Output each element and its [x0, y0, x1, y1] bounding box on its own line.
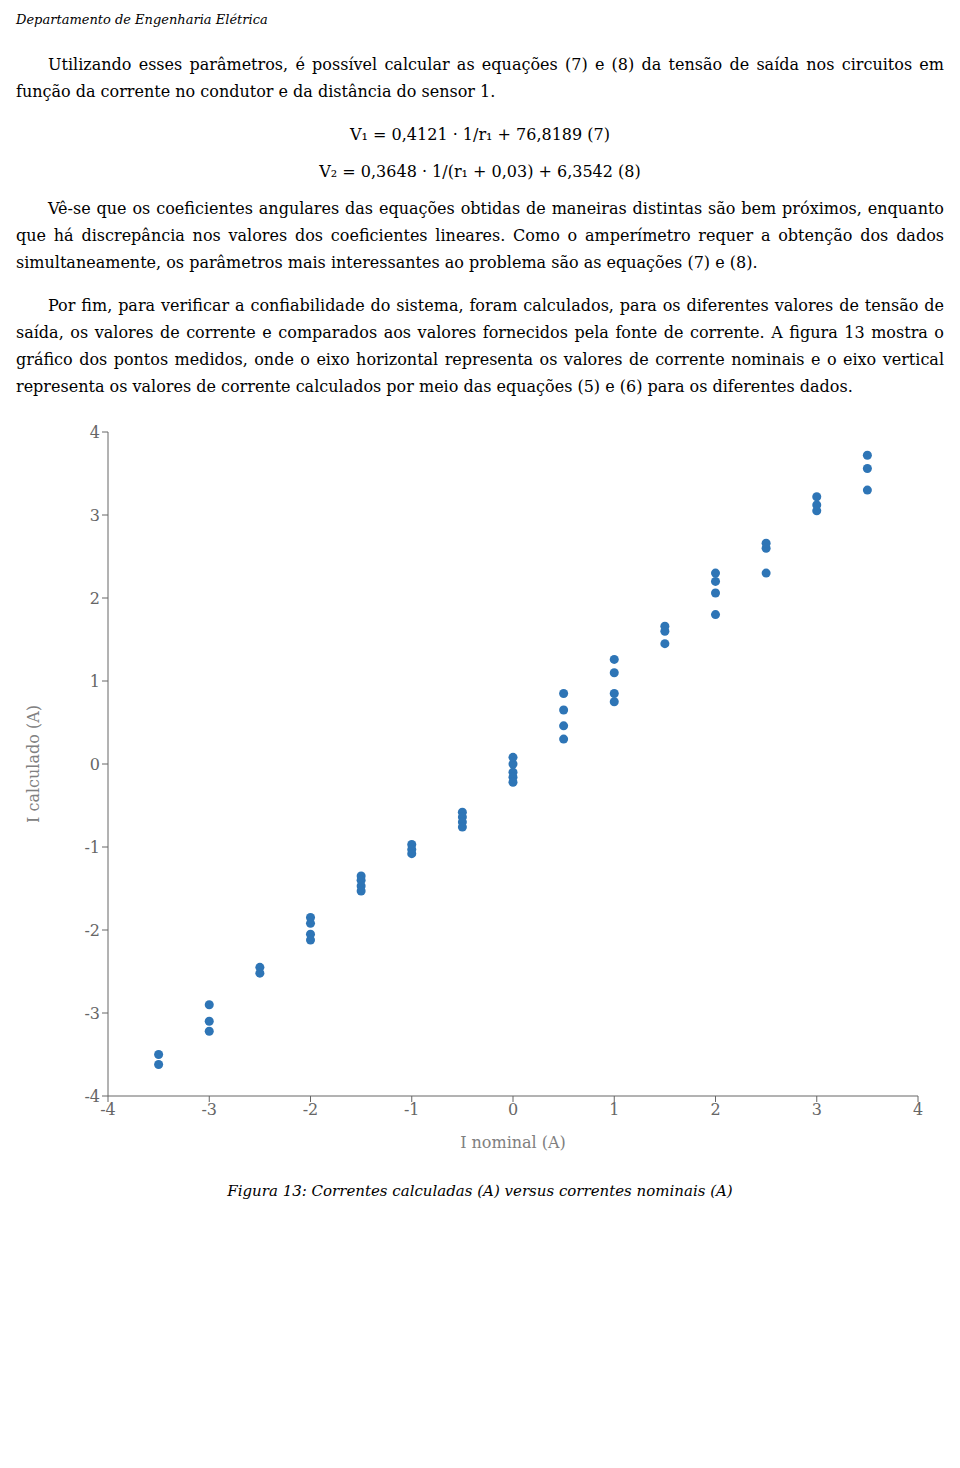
svg-text:4: 4 [90, 423, 100, 442]
svg-text:-1: -1 [84, 838, 100, 857]
svg-text:2: 2 [90, 589, 100, 608]
html-text:Por fim, para verificar a conf: Por fim, para verificar a confiabilidade… [16, 296, 944, 396]
svg-text:4: 4 [913, 1100, 923, 1119]
html-text:Vê-se que os coeficientes angu: Vê-se que os coeficientes angulares das … [16, 199, 944, 272]
svg-text:1: 1 [90, 672, 100, 691]
svg-text:0: 0 [508, 1100, 518, 1119]
svg-text:-2: -2 [303, 1100, 319, 1119]
svg-text:I calculado (A): I calculado (A) [24, 705, 43, 823]
svg-text:-4: -4 [84, 1087, 100, 1106]
svg-text:-2: -2 [84, 921, 100, 940]
html-text:Figura 13: Correntes calculada: Figura 13: Correntes calculadas (A) vers… [227, 1182, 733, 1200]
svg-text:0: 0 [90, 755, 100, 774]
svg-text:-3: -3 [201, 1100, 217, 1119]
svg-text:I nominal (A): I nominal (A) [460, 1133, 566, 1152]
svg-text:-1: -1 [404, 1100, 420, 1119]
html-text:V₂ = 0,3648 · 1/(r₁ + 0,03) +: V₂ = 0,3648 · 1/(r₁ + 0,03) + 6,3542 (8) [319, 162, 641, 181]
svg-text:2: 2 [710, 1100, 720, 1119]
svg-text:3: 3 [812, 1100, 822, 1119]
svg-text:1: 1 [609, 1100, 619, 1119]
html-text:V₁ = 0,4121 · 1/r₁ + 76,8189 (: V₁ = 0,4121 · 1/r₁ + 76,8189 (7) [350, 125, 610, 144]
html-text:Departamento de Engenharia Elé: Departamento de Engenharia Elétrica [16, 12, 268, 27]
svg-text:-4: -4 [100, 1100, 116, 1119]
svg-text:3: 3 [90, 506, 100, 525]
svg-text:-3: -3 [84, 1004, 100, 1023]
html-text:Utilizando esses parâmetros, é: Utilizando esses parâmetros, é possível … [16, 55, 944, 101]
